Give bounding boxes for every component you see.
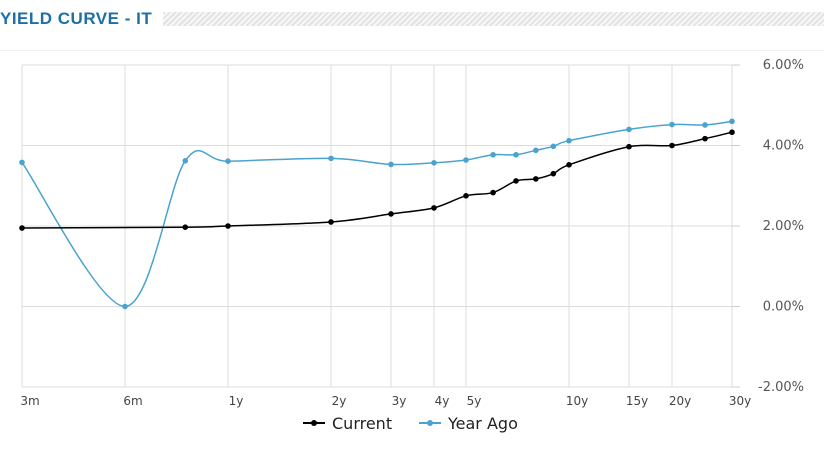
data-point-current[interactable] (431, 205, 437, 211)
widget-header: YIELD CURVE - IT (0, 0, 824, 50)
chart-legend: Current Year Ago (303, 414, 518, 433)
x-tick-label: 1y (229, 394, 244, 408)
x-tick-label: 10y (566, 394, 588, 408)
x-tick-label: 15y (626, 394, 648, 408)
data-point-year-ago[interactable] (328, 155, 334, 162)
data-point-year-ago[interactable] (566, 137, 572, 144)
legend-label: Year Ago (447, 414, 518, 433)
data-point-current[interactable] (550, 170, 557, 177)
series-layer (19, 118, 735, 310)
y-tick-label: 0.00% (763, 300, 804, 315)
data-point-year-ago[interactable] (431, 160, 437, 166)
x-tick-label: 5y (467, 394, 482, 408)
y-tick-label: 4.00% (763, 139, 804, 154)
data-point-current[interactable] (388, 211, 394, 217)
x-tick-label: 3y (392, 394, 407, 408)
legend-item-current[interactable]: Current (303, 414, 392, 433)
series-line-current (21, 131, 733, 229)
data-point-year-ago[interactable] (19, 159, 25, 166)
legend-swatch-marker (427, 420, 433, 426)
data-point-year-ago[interactable] (122, 303, 128, 310)
data-point-year-ago[interactable] (533, 147, 539, 154)
data-point-year-ago[interactable] (388, 161, 394, 168)
series-line-year-ago (21, 120, 733, 308)
x-tick-label: 30y (729, 394, 751, 408)
data-point-current[interactable] (513, 178, 519, 184)
x-tick-label: 2y (332, 394, 347, 408)
x-tick-label: 3m (20, 394, 39, 408)
data-point-current[interactable] (669, 142, 675, 149)
y-tick-label: -2.00% (758, 380, 804, 395)
data-point-year-ago[interactable] (626, 126, 632, 133)
data-point-current[interactable] (702, 135, 708, 142)
chart-panel (0, 50, 824, 459)
grid-layer (21, 64, 740, 388)
y-tick-label: 2.00% (763, 219, 804, 234)
data-point-year-ago[interactable] (702, 122, 708, 128)
legend-item-year-ago[interactable]: Year Ago (419, 414, 518, 433)
x-tick-label: 4y (435, 394, 450, 408)
data-point-year-ago[interactable] (669, 121, 675, 128)
data-point-current[interactable] (463, 193, 469, 199)
axis-label-layer: 3m 6m 1y 2y 3y 4y 5y 10y 15y 20y 30y 6.00% 4.00% 2.00… (20, 58, 804, 408)
data-point-current[interactable] (729, 129, 735, 136)
data-point-year-ago[interactable] (729, 118, 735, 125)
data-point-year-ago[interactable] (490, 151, 496, 158)
data-point-current[interactable] (566, 162, 572, 168)
legend-swatch-marker (311, 420, 317, 426)
data-point-current[interactable] (182, 224, 189, 231)
x-tick-label: 6m (123, 394, 142, 408)
data-point-year-ago[interactable] (550, 143, 557, 150)
data-point-current[interactable] (19, 225, 25, 231)
data-point-year-ago[interactable] (182, 157, 189, 164)
data-point-current[interactable] (626, 143, 632, 150)
header-hatch-divider (163, 12, 824, 26)
x-tick-label: 20y (669, 394, 691, 408)
data-point-current[interactable] (533, 176, 539, 182)
data-point-current[interactable] (490, 189, 496, 196)
y-tick-label: 6.00% (763, 58, 804, 73)
data-point-year-ago[interactable] (463, 157, 469, 163)
data-point-year-ago[interactable] (513, 151, 519, 158)
widget-title: YIELD CURVE - IT (0, 9, 153, 28)
data-point-year-ago[interactable] (225, 158, 231, 164)
data-point-current[interactable] (225, 223, 231, 229)
data-point-current[interactable] (328, 219, 334, 225)
legend-label: Current (332, 414, 392, 433)
